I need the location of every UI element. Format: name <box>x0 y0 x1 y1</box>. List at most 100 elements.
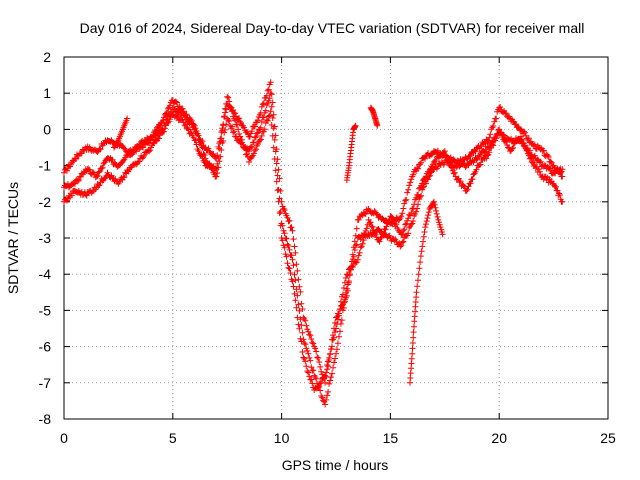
data-point <box>267 90 274 97</box>
data-point <box>281 230 288 237</box>
data-point <box>368 223 375 230</box>
data-point <box>166 102 173 109</box>
data-point <box>556 192 563 198</box>
data-point <box>295 321 302 328</box>
data-point <box>403 220 410 227</box>
data-point <box>323 396 330 403</box>
data-point <box>100 160 107 167</box>
y-tick-label: -1 <box>39 158 52 174</box>
data-point <box>290 283 297 290</box>
data-point <box>333 350 339 357</box>
data-point <box>257 136 264 143</box>
data-point <box>160 128 167 135</box>
data-point <box>272 167 279 174</box>
data-point <box>246 133 253 140</box>
data-point <box>329 370 335 377</box>
data-point <box>421 229 428 235</box>
data-point <box>299 349 306 355</box>
data-point <box>190 121 197 128</box>
data-point <box>265 113 272 120</box>
data-point <box>286 246 293 253</box>
data-point <box>239 136 245 143</box>
data-point <box>343 271 350 278</box>
data-point <box>473 166 480 173</box>
data-point <box>74 178 81 185</box>
data-point <box>83 192 90 199</box>
data-point <box>446 159 453 166</box>
data-point <box>310 367 317 374</box>
data-point <box>286 265 293 272</box>
data-point <box>492 137 499 144</box>
data-point <box>222 126 229 133</box>
data-point <box>251 134 258 141</box>
data-point <box>502 137 509 144</box>
data-point <box>183 111 190 118</box>
data-point <box>299 329 306 336</box>
data-point <box>494 130 501 137</box>
data-point <box>192 125 199 132</box>
data-point <box>212 165 219 172</box>
data-point <box>96 182 103 189</box>
data-point <box>398 213 405 220</box>
data-point <box>285 242 292 249</box>
data-point <box>292 277 299 284</box>
data-point <box>313 348 320 355</box>
x-tick-label: 20 <box>491 430 507 446</box>
data-point <box>235 126 242 133</box>
data-point <box>483 155 490 162</box>
data-point <box>400 238 407 245</box>
data-point <box>545 154 552 160</box>
data-point <box>213 166 220 173</box>
data-point <box>260 128 267 135</box>
data-point <box>345 165 352 171</box>
y-tick-label: -5 <box>39 302 52 318</box>
data-point <box>248 153 255 160</box>
data-point <box>277 222 284 229</box>
data-point <box>520 140 527 147</box>
data-point <box>258 118 265 125</box>
data-point <box>537 158 544 165</box>
data-point <box>352 123 359 130</box>
data-point <box>150 132 156 139</box>
data-point <box>232 117 239 124</box>
data-point <box>280 227 287 234</box>
data-point <box>401 200 408 207</box>
data-point <box>313 375 320 382</box>
data-point <box>290 262 297 269</box>
data-point <box>113 139 120 146</box>
y-tick-label: 0 <box>43 121 51 137</box>
grid-lines <box>64 57 608 419</box>
data-point <box>405 186 412 193</box>
data-point <box>423 218 430 225</box>
data-point <box>431 201 438 208</box>
data-point <box>226 98 233 105</box>
data-point <box>164 105 171 112</box>
data-point <box>268 103 275 110</box>
data-point <box>490 123 497 129</box>
data-point <box>248 144 255 151</box>
data-point <box>179 105 186 112</box>
data-point <box>275 166 282 173</box>
y-tick-label: -6 <box>39 339 52 355</box>
data-point <box>418 248 425 255</box>
data-point <box>376 238 383 245</box>
data-point <box>493 115 500 122</box>
data-point <box>288 224 295 231</box>
data-point <box>135 144 142 151</box>
y-axis-label: SDTVAR / TECUs <box>5 182 21 294</box>
data-point <box>432 204 439 211</box>
data-point <box>244 150 250 157</box>
data-point <box>399 239 406 246</box>
data-point <box>94 148 101 155</box>
data-point <box>337 328 343 335</box>
data-point <box>96 168 103 175</box>
data-point <box>342 275 349 281</box>
data-point <box>526 155 533 162</box>
data-point <box>414 164 421 171</box>
data-point <box>399 231 406 238</box>
data-point <box>293 261 300 268</box>
data-point <box>499 131 506 138</box>
data-point <box>265 86 272 93</box>
data-point <box>305 350 312 357</box>
